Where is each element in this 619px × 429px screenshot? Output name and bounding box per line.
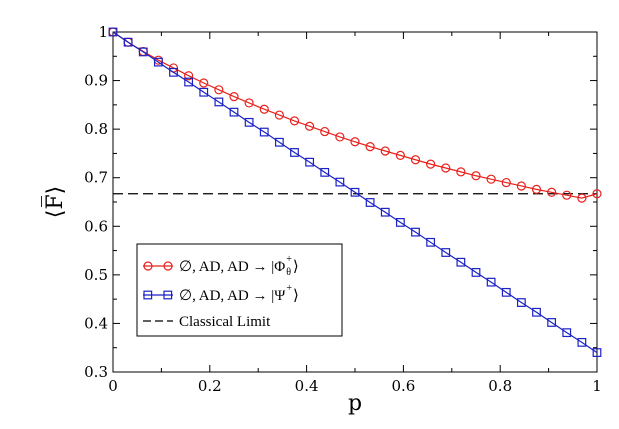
series-0-point	[456, 167, 466, 177]
y-tick-label: 0.4	[84, 314, 108, 332]
y-tick-label: 0.6	[84, 217, 108, 235]
series-1-point	[411, 227, 420, 237]
series-0-point	[577, 193, 587, 203]
x-tick-label: 0.4	[295, 377, 319, 395]
series-0-point	[335, 132, 345, 142]
series-1-point	[350, 187, 360, 197]
series-0-point	[229, 91, 239, 102]
series-0-line	[112, 31, 598, 199]
series-0-point	[365, 142, 375, 152]
series-0-point	[289, 116, 300, 126]
series-0-point	[259, 104, 269, 114]
series-1-point	[516, 298, 526, 307]
legend-0-label: ∅, AD, AD → |Φ	[179, 259, 285, 275]
y-tick-label: 1	[98, 23, 108, 41]
series-1-point	[259, 127, 269, 137]
series-0-point	[486, 174, 496, 184]
legend-1-sup: +	[286, 283, 292, 294]
series-0-point	[471, 171, 481, 181]
x-axis-label: p	[348, 391, 362, 416]
series-0-point	[592, 189, 602, 199]
series-1-point	[274, 137, 284, 147]
series-1-point	[305, 157, 315, 167]
series-1-point	[380, 207, 390, 217]
series-1-point	[123, 37, 133, 47]
x-tick-label: 1	[592, 377, 602, 395]
legend-0-marker	[143, 261, 153, 271]
series-0-point	[531, 184, 542, 194]
legend-1-marker	[163, 290, 173, 300]
legend-classical-label: Classical Limit	[179, 314, 271, 330]
series-1-point	[335, 177, 345, 187]
series-1-point	[169, 67, 178, 77]
legend-0-sub: θ	[286, 267, 291, 278]
series-0-point	[274, 110, 284, 120]
legend-0-marker	[163, 261, 173, 271]
legend-0-suffix: ⟩	[293, 259, 299, 275]
legend-1-marker	[143, 290, 153, 300]
series-1-point	[456, 257, 466, 267]
legend-1-suffix: ⟩	[293, 288, 299, 304]
y-tick-label: 0.5	[84, 266, 108, 284]
series-0-point	[305, 121, 315, 131]
x-tick-label: 0	[108, 377, 118, 395]
series-1-point	[441, 248, 451, 257]
series-1-point	[486, 277, 496, 287]
series-0-point	[410, 155, 421, 165]
series-1-point	[395, 218, 405, 227]
series-0-point	[244, 98, 254, 108]
series-0-point	[516, 181, 526, 191]
series-0-point	[547, 187, 557, 197]
series-1-point	[547, 318, 557, 327]
series-1-point	[562, 328, 572, 338]
series-1-point	[244, 117, 254, 127]
series-0-point	[199, 78, 209, 88]
y-tick-label: 0.7	[84, 169, 108, 187]
series-1-point	[592, 348, 602, 357]
legend-0-sup: +	[286, 254, 292, 265]
series-0-point	[501, 177, 511, 188]
series-1-point	[471, 268, 481, 277]
y-tick-label: 0.9	[84, 72, 108, 90]
series-1-point	[426, 237, 436, 247]
legend-1-label: ∅, AD, AD → |Ψ	[179, 288, 286, 304]
series-0-point	[184, 71, 194, 81]
x-tick-label: 0.2	[198, 377, 222, 395]
series-0-point	[562, 190, 572, 200]
series-1-point	[108, 27, 118, 37]
series-1-line	[112, 31, 598, 354]
series-1-point	[153, 57, 163, 67]
series-1-point	[229, 107, 239, 117]
series-1-point	[184, 77, 194, 87]
series-0-point	[214, 85, 224, 95]
x-tick-label: 0.6	[391, 377, 415, 395]
series-1-point	[214, 97, 224, 107]
series-0-point	[320, 126, 330, 137]
series-1-point	[320, 167, 330, 177]
y-tick-label: 0.3	[84, 363, 108, 381]
series-1-point	[577, 337, 587, 347]
series-1-point	[365, 198, 375, 207]
series-0-point	[441, 163, 451, 173]
series-0-point	[350, 137, 360, 147]
series-1-point	[532, 307, 541, 317]
series-0-point	[426, 159, 436, 169]
series-1-point	[199, 87, 209, 97]
series-1-point	[501, 287, 511, 297]
y-axis-label: ⟨F̅⟩	[41, 186, 68, 218]
series-0-point	[380, 146, 390, 156]
x-tick-label: 0.8	[488, 377, 512, 395]
series-1-point	[138, 47, 148, 57]
y-tick-label: 0.8	[84, 120, 108, 138]
series-0-point	[395, 150, 405, 160]
series-1-point	[290, 148, 299, 157]
